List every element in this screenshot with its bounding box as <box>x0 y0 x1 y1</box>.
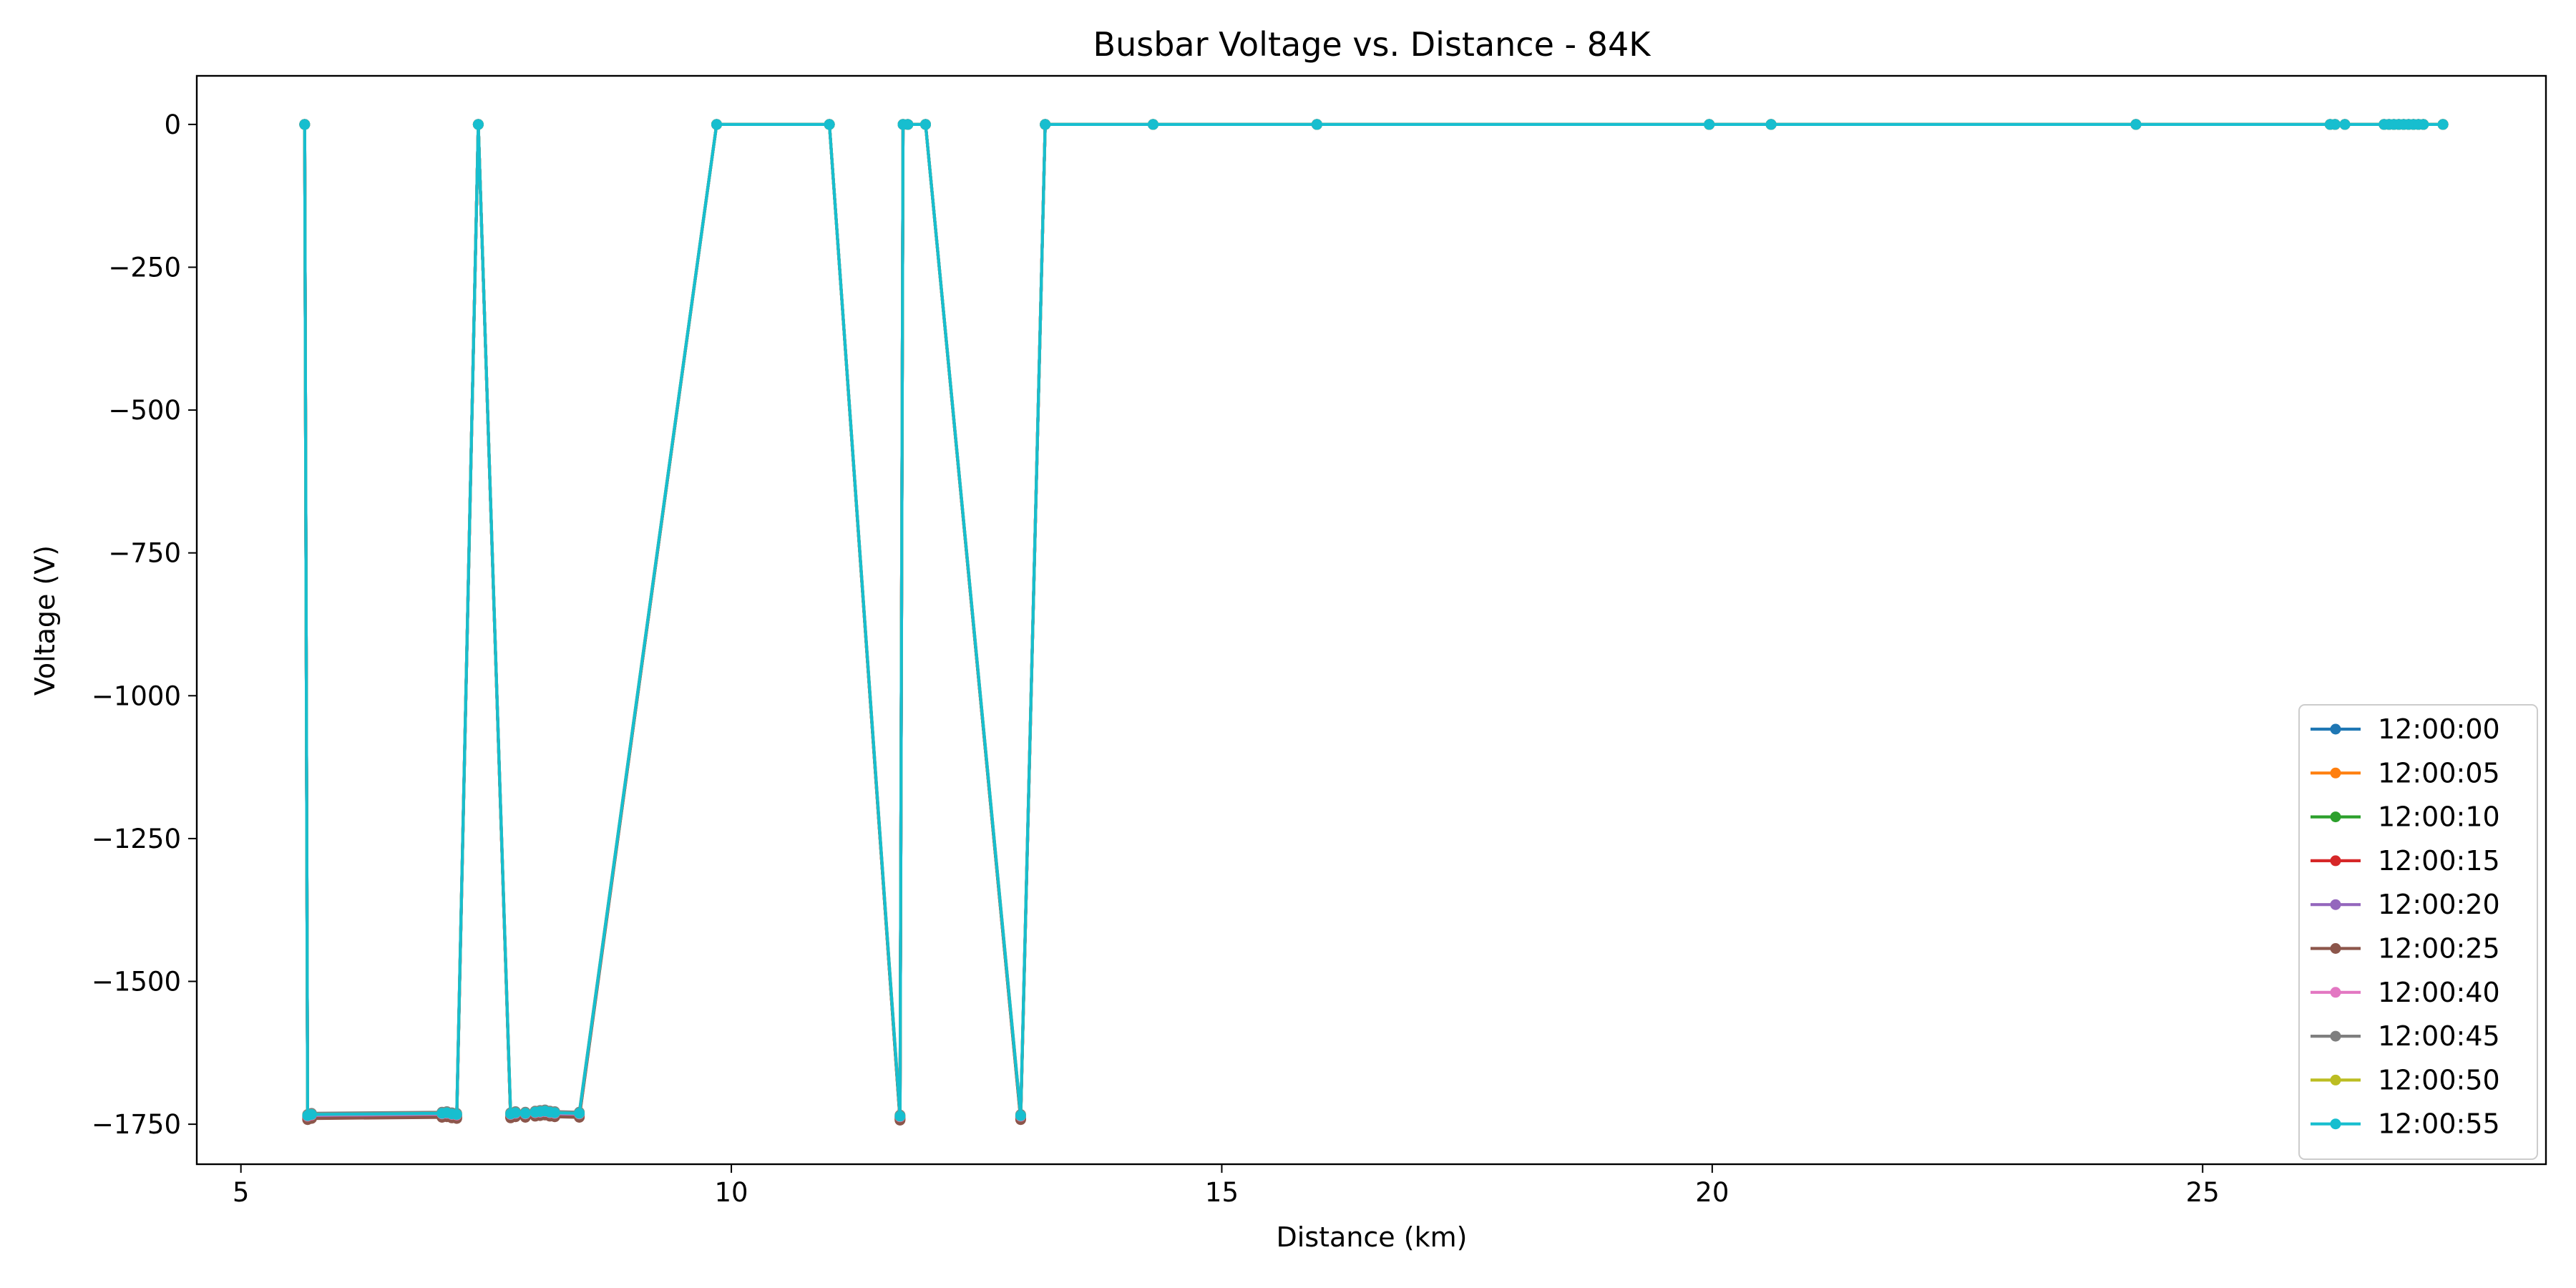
chart-title: Busbar Voltage vs. Distance - 84K <box>1093 25 1652 64</box>
axes-frame <box>195 74 2547 1166</box>
data-point <box>711 119 722 130</box>
data-point <box>472 119 484 130</box>
y-tick-label: −1000 <box>92 680 181 711</box>
series-12:00:40 <box>299 119 2449 1123</box>
legend-label: 12:00:10 <box>2378 801 2500 833</box>
series-line <box>303 122 2444 1117</box>
legend-item: 12:00:40 <box>2311 977 2500 1008</box>
series-line <box>303 122 2444 1120</box>
legend-swatch-marker <box>2330 855 2341 867</box>
series-line <box>303 122 2444 1121</box>
legend-item: 12:00:25 <box>2311 933 2500 965</box>
x-axis-label: Distance (km) <box>1277 1221 1468 1253</box>
legend-swatch-marker <box>2330 1118 2341 1130</box>
legend-item: 12:00:45 <box>2311 1020 2500 1052</box>
data-point <box>306 1109 317 1120</box>
series-line <box>303 122 2444 1121</box>
data-point <box>1040 119 1051 130</box>
legend-swatch-marker <box>2330 767 2341 779</box>
legend-item: 12:00:55 <box>2311 1108 2500 1140</box>
series-line <box>303 122 2444 1118</box>
x-tick-label: 5 <box>233 1177 250 1208</box>
series-line <box>303 122 2444 1121</box>
x-tick-label: 15 <box>1205 1177 1239 1208</box>
legend-item: 12:00:20 <box>2311 889 2500 920</box>
y-tick-label: −1750 <box>92 1109 181 1140</box>
data-point <box>894 1111 906 1122</box>
series-12:00:25 <box>299 119 2449 1126</box>
data-point <box>549 1107 560 1118</box>
data-point <box>1704 119 1715 130</box>
axis-ticks: 5 10 15 20 25 0 −250 −500 −750 −1000 −1250 −1500 −17… <box>92 74 2547 1208</box>
legend-label: 12:00:45 <box>2378 1020 2500 1052</box>
y-tick-label: 0 <box>164 109 181 140</box>
legend-swatch-marker <box>2330 943 2341 954</box>
series-line <box>303 122 2444 1122</box>
legend-label: 12:00:00 <box>2378 713 2500 745</box>
data-point <box>920 119 931 130</box>
data-point <box>574 1108 585 1119</box>
data-point <box>1765 119 1777 130</box>
series-12:00:10 <box>299 119 2449 1125</box>
data-point <box>299 119 311 130</box>
data-point <box>2418 119 2429 130</box>
legend-item: 12:00:00 <box>2311 713 2500 745</box>
x-tick-label: 25 <box>2186 1177 2220 1208</box>
y-tick-label: −750 <box>108 538 181 569</box>
legend: 12:00:00 12:00:05 12:00:10 12:00:15 12:00:20… <box>2298 704 2538 1160</box>
legend-swatch-marker <box>2330 1030 2341 1042</box>
legend-box <box>2298 704 2538 1160</box>
legend-label: 12:00:50 <box>2378 1064 2500 1096</box>
x-tick-label: 20 <box>1695 1177 1729 1208</box>
legend-item: 12:00:10 <box>2311 801 2500 833</box>
data-point <box>2437 119 2449 130</box>
y-tick-label: −500 <box>108 395 181 426</box>
legend-swatch-marker <box>2330 1074 2341 1085</box>
series-line <box>303 122 2444 1118</box>
series-12:00:00 <box>299 119 2449 1124</box>
legend-label: 12:00:15 <box>2378 845 2500 877</box>
data-point <box>2339 119 2351 130</box>
legend-label: 12:00:55 <box>2378 1108 2500 1140</box>
legend-item: 12:00:05 <box>2311 757 2500 789</box>
plot-area <box>299 119 2449 1126</box>
legend-label: 12:00:40 <box>2378 977 2500 1008</box>
legend-swatch-marker <box>2330 811 2341 823</box>
legend-item: 12:00:50 <box>2311 1064 2500 1096</box>
data-point <box>824 119 835 130</box>
data-point <box>1015 1110 1026 1121</box>
data-point <box>902 119 914 130</box>
series-12:00:50 <box>299 119 2449 1122</box>
y-tick-label: −250 <box>108 252 181 283</box>
data-point <box>510 1107 521 1118</box>
data-point <box>451 1109 462 1120</box>
series-12:00:45 <box>299 119 2449 1121</box>
y-axis-label: Voltage (V) <box>29 545 61 696</box>
legend-swatch-marker <box>2330 723 2341 735</box>
data-point <box>519 1108 531 1119</box>
legend-label: 12:00:20 <box>2378 889 2500 920</box>
legend-label: 12:00:05 <box>2378 757 2500 789</box>
data-point <box>2130 119 2142 130</box>
y-tick-label: −1250 <box>92 824 181 854</box>
series-12:00:55 <box>299 119 2449 1122</box>
x-tick-label: 10 <box>715 1177 748 1208</box>
y-tick-label: −1500 <box>92 967 181 997</box>
series-12:00:15 <box>299 119 2449 1123</box>
series-12:00:05 <box>299 119 2449 1126</box>
data-point <box>1311 119 1322 130</box>
legend-item: 12:00:15 <box>2311 845 2500 877</box>
legend-swatch-marker <box>2330 899 2341 910</box>
data-point <box>1148 119 1158 130</box>
series-line <box>303 122 2444 1119</box>
series-12:00:20 <box>299 119 2449 1123</box>
legend-label: 12:00:25 <box>2378 933 2500 965</box>
legend-swatch-marker <box>2330 987 2341 998</box>
series-line <box>303 122 2444 1118</box>
data-point <box>2329 119 2341 130</box>
